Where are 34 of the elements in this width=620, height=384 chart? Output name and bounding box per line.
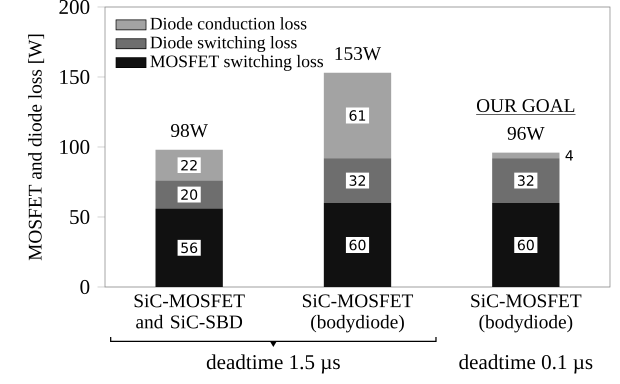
bar xyxy=(492,158,560,203)
annotation: OUR GOAL xyxy=(476,99,574,112)
bar xyxy=(492,202,560,287)
legend-label: MOSFET switching loss xyxy=(150,54,324,71)
y-tick-label: 0 xyxy=(80,280,90,294)
text: deadtime 0.1 µs xyxy=(459,354,592,374)
bar xyxy=(324,202,392,287)
data-label: 60 xyxy=(350,240,366,250)
y-tick-label: 50 xyxy=(70,210,90,224)
y-tick-label: 150 xyxy=(60,70,90,84)
x-tick-label: SiC-MOSFET (bodydiode) xyxy=(302,294,414,332)
y-axis-title: MOSFET and diode loss [W] xyxy=(28,34,44,260)
data-label: 20 xyxy=(181,189,198,200)
data-label: 56 xyxy=(181,242,198,254)
data-label: 22 xyxy=(181,160,197,170)
y-tick-label: 200 xyxy=(59,0,90,14)
bar xyxy=(324,158,392,203)
total-label: 153W xyxy=(336,47,382,60)
data-label: 32 xyxy=(350,175,366,186)
legend-label: Diode switching loss xyxy=(150,36,297,52)
data-label: 61 xyxy=(350,110,366,121)
bar xyxy=(156,208,223,287)
bar xyxy=(492,152,560,158)
data-label: 4 xyxy=(566,150,573,161)
total-label: 96W xyxy=(508,126,545,140)
x-tick-label: SiC-MOSFET (bodydiode) xyxy=(471,294,582,332)
bar xyxy=(324,72,392,158)
x-tick-label: SiC-MOSFET and SiC-SBD xyxy=(134,294,245,328)
data-label: 32 xyxy=(518,175,534,186)
data-label: 60 xyxy=(518,240,534,250)
text: deadtime 1.5 µs xyxy=(206,354,340,374)
legend-label: Diode conduction loss xyxy=(150,17,306,30)
total-label: 98W xyxy=(171,124,208,138)
y-tick-label: 100 xyxy=(60,140,90,154)
